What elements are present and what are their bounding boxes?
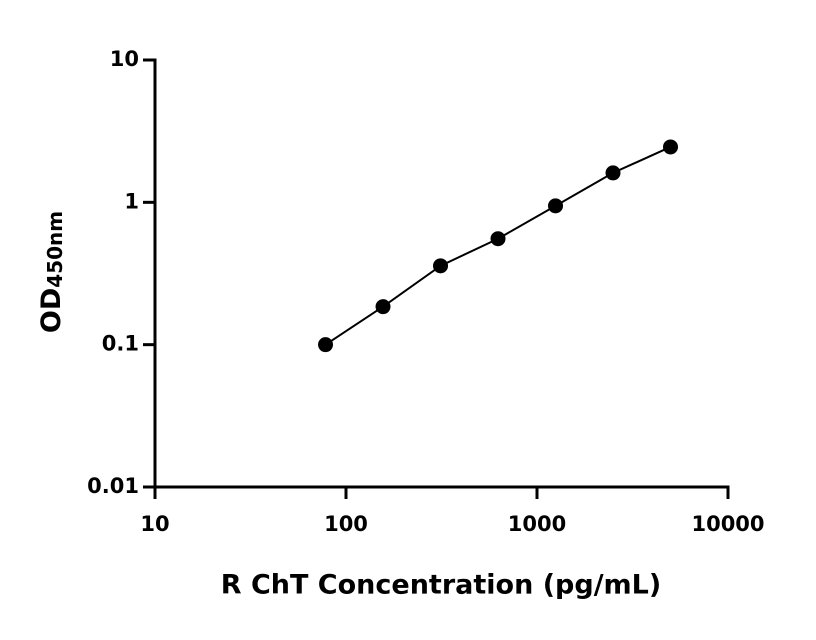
y-tick-label: 10 (110, 47, 139, 71)
x-tick-label: 100 (324, 512, 368, 536)
data-point (663, 139, 679, 155)
x-tick-label: 1000 (508, 512, 566, 536)
data-point (375, 299, 391, 315)
y-tick-label: 0.01 (87, 474, 139, 498)
y-axis-title: OD450nm (36, 211, 67, 333)
y-axis-title-subscript: 450nm (43, 211, 67, 288)
x-tick-label: 10000 (691, 512, 764, 536)
x-tick-label: 10 (140, 512, 169, 536)
data-point (548, 198, 564, 214)
data-point (433, 258, 449, 274)
y-axis-title-main: OD (36, 288, 67, 333)
data-point (605, 165, 621, 181)
x-axis-title: R ChT Concentration (pg/mL) (221, 570, 661, 601)
data-point (318, 337, 334, 353)
y-tick-label: 1 (124, 189, 139, 213)
y-tick-label: 0.1 (102, 332, 139, 356)
data-point (490, 231, 506, 247)
